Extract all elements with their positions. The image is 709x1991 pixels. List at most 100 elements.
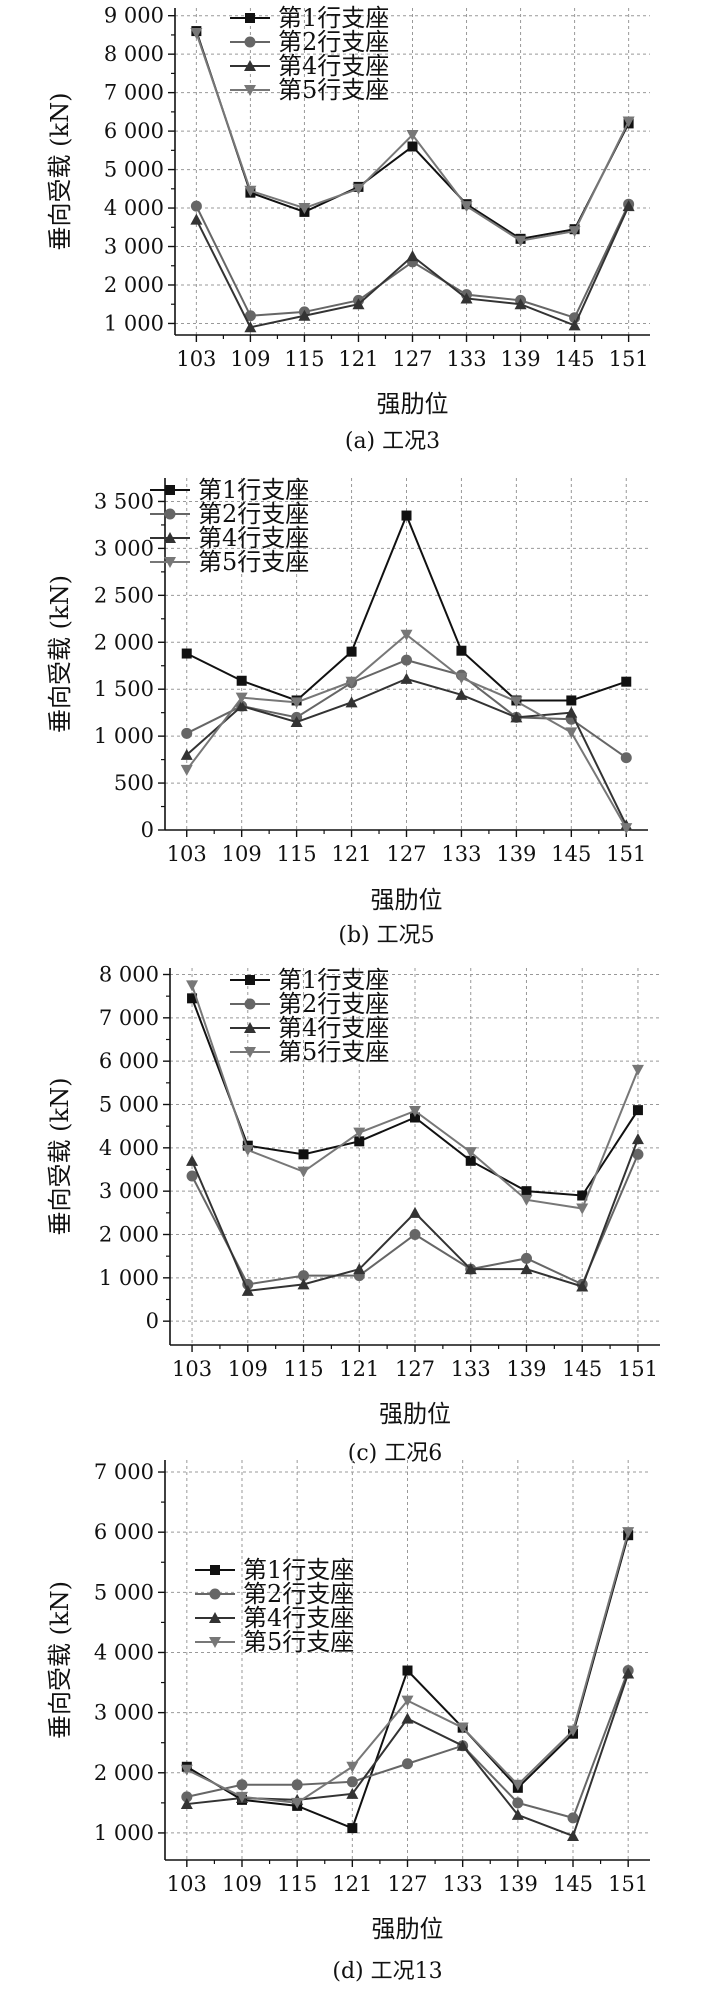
data-point <box>514 235 527 247</box>
data-point <box>632 1148 644 1160</box>
data-point <box>567 1829 580 1841</box>
data-point <box>190 200 202 212</box>
data-point <box>622 1667 635 1679</box>
y-tick-label: 7 000 <box>99 1006 159 1030</box>
y-tick-label: 3 000 <box>99 1179 159 1203</box>
data-point <box>186 1170 198 1182</box>
x-tick-label: 103 <box>172 1357 212 1381</box>
legend-label: 第5行支座 <box>243 1628 354 1656</box>
data-point <box>352 298 365 310</box>
x-tick-label: 103 <box>167 842 207 866</box>
data-point <box>346 1776 358 1788</box>
x-tick-label: 109 <box>222 842 262 866</box>
data-point <box>568 319 581 331</box>
legend-marker <box>244 1022 256 1033</box>
legend-label: 第5行支座 <box>198 548 309 576</box>
data-point <box>620 752 632 764</box>
data-point <box>631 1064 644 1076</box>
chart-panel-2: 0 500 1 000 1 500 2 000 2 500 3 000 3 500 103 109… <box>46 476 648 948</box>
legend-marker <box>164 557 176 568</box>
x-tick-label: 103 <box>167 1872 207 1896</box>
data-point <box>181 727 193 739</box>
series-3 <box>190 200 635 333</box>
data-point <box>410 1112 420 1123</box>
data-point <box>241 1145 254 1156</box>
data-point <box>190 28 203 40</box>
data-point <box>565 727 578 739</box>
data-point <box>401 654 412 666</box>
data-point <box>354 1136 365 1147</box>
y-tick-label: 1 500 <box>94 677 154 701</box>
data-point <box>190 213 203 225</box>
data-point <box>622 116 635 128</box>
data-point <box>520 1194 533 1206</box>
data-point <box>298 1270 310 1282</box>
y-tick-label: 3 000 <box>104 235 164 259</box>
data-point <box>346 1787 359 1799</box>
x-tick-label: 133 <box>446 347 486 371</box>
legend-label: 第4行支座 <box>278 52 389 80</box>
x-tick-label: 145 <box>551 842 591 866</box>
series-4 <box>180 629 633 835</box>
data-point <box>352 183 365 195</box>
data-point <box>236 675 247 686</box>
x-tick-label: 133 <box>443 1872 483 1896</box>
x-tick-label: 121 <box>332 1872 372 1896</box>
x-tick-label: 139 <box>506 1357 546 1381</box>
x-tick-label: 121 <box>339 1357 379 1381</box>
y-tick-label: 6 000 <box>99 1049 159 1073</box>
data-point <box>566 695 577 706</box>
legend-marker <box>209 1588 221 1600</box>
y-tick-label: 500 <box>114 771 154 795</box>
data-point <box>186 1154 199 1166</box>
data-point <box>297 1166 310 1178</box>
data-point <box>514 298 527 310</box>
y-tick-label: 1 000 <box>94 1821 154 1845</box>
data-point <box>632 1105 643 1116</box>
data-point <box>406 250 419 262</box>
x-axis-title: 强肋位 <box>372 1915 444 1943</box>
data-point <box>180 764 193 776</box>
legend-label: 第2行支座 <box>198 500 309 528</box>
data-point <box>353 1263 366 1275</box>
chart-caption: (c) 工况6 <box>348 1441 442 1466</box>
legend-marker <box>164 532 176 543</box>
data-point <box>460 292 473 304</box>
legend-label: 第1行支座 <box>278 4 389 32</box>
legend-marker <box>245 13 255 23</box>
data-point <box>567 1812 579 1824</box>
x-tick-label: 127 <box>395 1357 435 1381</box>
y-tick-label: 5 000 <box>104 158 164 182</box>
legend-marker <box>244 60 256 71</box>
x-axis-title: 强肋位 <box>377 390 449 418</box>
data-point <box>187 993 198 1004</box>
legend-label: 第2行支座 <box>243 1580 354 1608</box>
y-tick-label: 2 000 <box>94 1761 154 1785</box>
data-point <box>464 1147 477 1159</box>
data-point <box>576 1280 589 1292</box>
data-point <box>510 696 523 708</box>
legend-marker <box>210 1565 220 1575</box>
legend-label: 第1行支座 <box>278 966 389 994</box>
x-tick-label: 109 <box>228 1357 268 1381</box>
data-point <box>298 203 311 215</box>
y-tick-label: 4 000 <box>99 1136 159 1160</box>
data-point <box>290 697 303 709</box>
series-4 <box>190 28 635 247</box>
y-tick-label: 3 500 <box>94 489 154 513</box>
y-tick-label: 1 000 <box>104 311 164 335</box>
x-tick-label: 151 <box>608 1872 648 1896</box>
y-tick-label: 7 000 <box>94 1460 154 1484</box>
data-point <box>456 1739 469 1751</box>
x-tick-label: 133 <box>451 1357 491 1381</box>
series-4 <box>180 1527 635 1809</box>
data-point <box>235 1791 248 1803</box>
data-point <box>180 748 193 760</box>
y-tick-label: 2 000 <box>94 630 154 654</box>
data-point <box>620 823 633 835</box>
chart-caption: (a) 工况3 <box>345 429 440 454</box>
data-point <box>576 1203 589 1215</box>
data-point <box>456 645 467 656</box>
